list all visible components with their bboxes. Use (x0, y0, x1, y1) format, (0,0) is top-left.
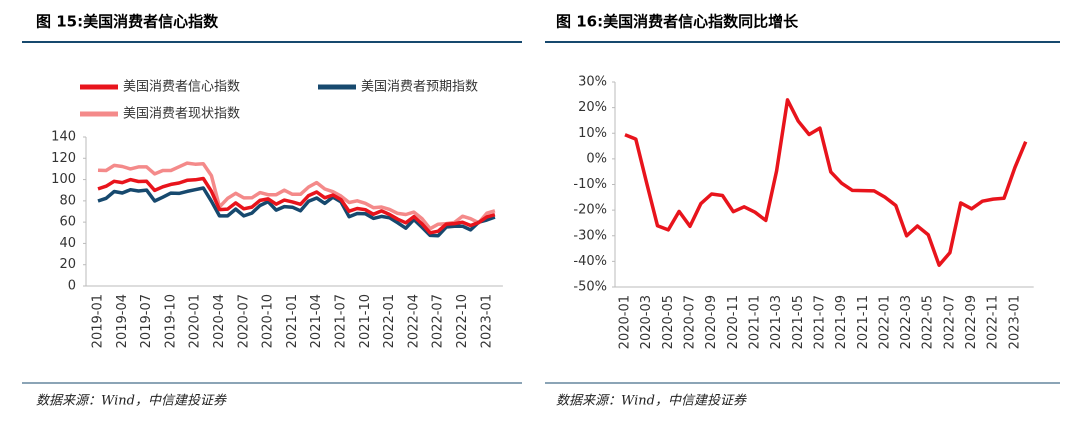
y-tick-label: 10% (578, 126, 607, 141)
series-line (97, 176, 496, 235)
legend-label: 美国消费者信心指数 (123, 80, 240, 95)
x-tick-label: 2019-01 (91, 294, 106, 348)
y-tick-label: 40 (59, 236, 76, 251)
x-tick-label: 2022-07 (942, 295, 957, 349)
x-tick-label: 2021-04 (309, 294, 324, 348)
y-tick-label: 20 (59, 257, 76, 272)
x-tick-label: 2020-07 (682, 295, 697, 349)
x-tick-label: 2020-10 (261, 294, 276, 348)
y-tick-label: 80 (59, 193, 76, 208)
x-tick-label: 2022-04 (406, 294, 421, 348)
y-tick-label: 100 (51, 172, 76, 187)
x-tick-label: 2020-11 (726, 295, 741, 349)
legend-label: 美国消费者预期指数 (361, 80, 478, 95)
x-tick-label: 2020-05 (661, 295, 676, 349)
x-tick-label: 2021-07 (812, 295, 827, 349)
source-note: 数据来源：Wind，中信建投证券 (36, 394, 227, 409)
y-tick-label: -50% (573, 280, 607, 295)
y-tick-label: -30% (573, 228, 607, 243)
x-tick-label: 2021-07 (334, 294, 349, 348)
y-tick-label: -10% (573, 177, 607, 192)
series-line (624, 98, 1028, 267)
x-tick-label: 2019-10 (163, 294, 178, 348)
series-line (97, 186, 496, 238)
x-tick-label: 2020-04 (212, 294, 227, 348)
x-tick-label: 2021-11 (856, 295, 871, 349)
x-tick-label: 2023-01 (479, 294, 494, 348)
y-tick-label: 140 (51, 130, 76, 145)
x-tick-label: 2021-03 (769, 295, 784, 349)
y-tick-label: 20% (578, 100, 607, 115)
x-tick-label: 2021-10 (358, 294, 373, 348)
y-tick-label: -20% (573, 203, 607, 218)
x-tick-label: 2021-01 (285, 294, 300, 348)
x-tick-label: 2021-01 (747, 295, 762, 349)
x-tick-label: 2019-07 (139, 294, 154, 348)
x-tick-label: 2019-04 (115, 294, 130, 348)
x-tick-label: 2022-07 (431, 294, 446, 348)
x-tick-label: 2022-09 (964, 295, 979, 349)
x-tick-label: 2021-09 (834, 295, 849, 349)
x-tick-label: 2020-01 (188, 294, 203, 348)
x-tick-label: 2022-10 (455, 294, 470, 348)
x-tick-label: 2023-01 (1007, 295, 1022, 349)
x-tick-label: 2020-07 (236, 294, 251, 348)
series-line (97, 161, 496, 231)
y-tick-label: 120 (51, 151, 76, 166)
x-tick-label: 2020-09 (704, 295, 719, 349)
source-note: 数据来源：Wind，中信建投证券 (556, 394, 747, 409)
x-tick-label: 2022-01 (382, 294, 397, 348)
x-tick-label: 2021-05 (791, 295, 806, 349)
x-tick-label: 2022-03 (899, 295, 914, 349)
legend-label: 美国消费者现状指数 (123, 107, 240, 122)
x-tick-label: 2022-01 (877, 295, 892, 349)
y-tick-label: 30% (578, 75, 607, 90)
y-tick-label: 60 (59, 215, 76, 230)
y-tick-label: 0 (68, 279, 76, 294)
chart-title: 图 16:美国消费者信心指数同比增长 (556, 13, 799, 31)
x-tick-label: 2020-03 (639, 295, 654, 349)
y-tick-label: -40% (573, 254, 607, 269)
x-tick-label: 2022-05 (921, 295, 936, 349)
x-tick-label: 2022-11 (986, 295, 1001, 349)
chart-title: 图 15:美国消费者信心指数 (36, 13, 219, 31)
x-tick-label: 2020-01 (618, 295, 633, 349)
y-tick-label: 0% (586, 151, 607, 166)
